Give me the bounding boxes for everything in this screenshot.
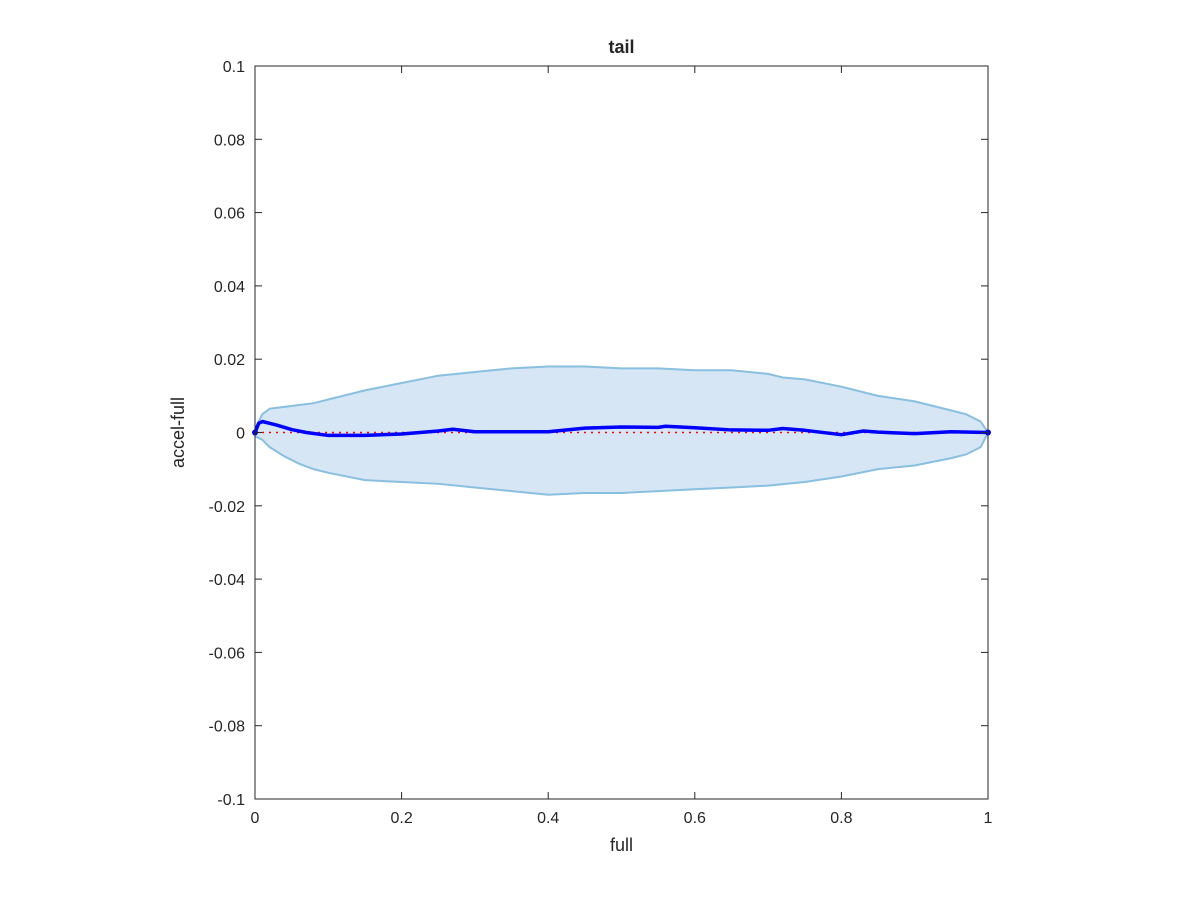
chart-title: tail [608, 37, 634, 57]
y-tick-label: 0.06 [214, 206, 245, 223]
y-tick-label: 0 [236, 426, 245, 443]
y-tick-label: -0.06 [209, 645, 246, 662]
y-tick-label: 0.08 [214, 132, 245, 149]
y-tick-label: 0.04 [214, 279, 245, 296]
x-axis-label: full [610, 835, 633, 855]
y-tick-label: -0.02 [209, 499, 246, 516]
band-upper-edge [254, 365, 989, 434]
mean-line [253, 419, 990, 438]
y-tick-label: -0.04 [209, 572, 246, 589]
confidence-band-fill [255, 366, 988, 495]
x-tick-label: 0.6 [684, 810, 706, 827]
band-lower-edge [254, 432, 989, 496]
x-ticks: 0 0.2 0.4 0.6 0.8 1 [251, 66, 993, 827]
x-tick-label: 0 [251, 810, 260, 827]
y-tick-label: 0.1 [223, 59, 245, 76]
y-tick-label: -0.08 [209, 719, 246, 736]
y-tick-label: 0.02 [214, 352, 245, 369]
x-tick-label: 0.2 [390, 810, 412, 827]
y-tick-label: -0.1 [217, 792, 245, 809]
x-tick-label: 0.8 [830, 810, 852, 827]
x-tick-label: 0.4 [537, 810, 559, 827]
y-ticks: 0.1 0.08 0.06 0.04 0.02 0 -0.02 -0.04 -0.06 -0.08… [209, 59, 988, 809]
confidence-band-layer [254, 365, 989, 496]
y-axis-label: accel-full [168, 397, 188, 468]
x-tick-label: 1 [984, 810, 993, 827]
